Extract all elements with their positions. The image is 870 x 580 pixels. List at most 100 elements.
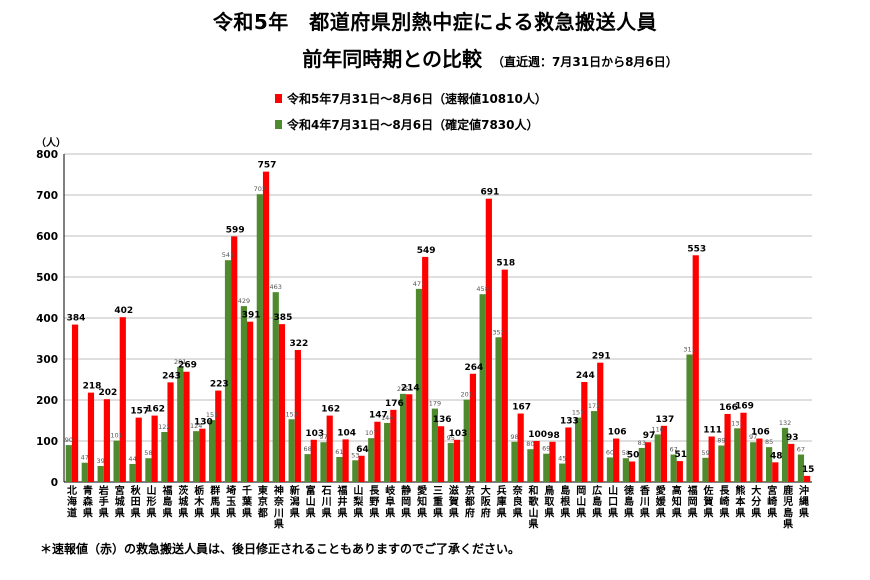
bar-current-31: [565, 427, 572, 482]
value-label-current: 162: [146, 405, 165, 415]
x-tick-label: 秋田県: [131, 484, 142, 519]
value-label-previous: 83: [638, 439, 646, 447]
bar-previous-6: [161, 431, 168, 482]
value-label-previous: 58: [144, 449, 152, 457]
bar-current-18: [358, 455, 365, 482]
bar-current-28: [517, 413, 524, 482]
x-tick-label: 山口県: [608, 484, 618, 519]
x-tick-label: 長崎県: [719, 485, 730, 519]
value-label-current: 136: [433, 415, 452, 425]
bar-previous-29: [527, 449, 534, 482]
bar-current-32: [581, 381, 588, 482]
bar-previous-25: [463, 399, 470, 482]
bar-previous-41: [718, 445, 725, 482]
value-label-current: 137: [656, 415, 675, 425]
value-label-current: 244: [576, 371, 595, 381]
value-label-previous: 80: [526, 440, 534, 448]
bar-current-37: [660, 425, 668, 482]
bar-previous-16: [320, 442, 327, 482]
value-label-previous: 90: [65, 436, 73, 444]
x-tick-label: 広島県: [592, 484, 602, 519]
bar-current-45: [788, 443, 795, 482]
value-label-previous: 471: [413, 280, 425, 288]
bar-current-4: [135, 417, 142, 482]
bar-previous-12: [256, 194, 263, 482]
bar-previous-20: [384, 422, 391, 482]
value-label-current: 167: [512, 403, 531, 413]
value-label-current: 269: [178, 361, 197, 371]
x-tick-label: 香川県: [639, 484, 650, 519]
bar-previous-15: [304, 454, 311, 482]
x-tick-label: 石川県: [321, 485, 332, 519]
x-tick-label: 奈良県: [512, 484, 524, 519]
bar-previous-0: [65, 445, 72, 482]
value-label-previous: 97: [749, 433, 757, 441]
x-tick-label: 岐阜県: [385, 484, 395, 519]
value-label-previous: 153: [285, 410, 297, 418]
y-tick-label: 300: [36, 354, 58, 366]
x-tick-label: 高知県: [671, 484, 682, 519]
value-label-previous: 68: [303, 445, 311, 453]
value-label-current: 384: [67, 314, 86, 324]
bar-current-30: [549, 441, 556, 482]
value-label-current: 518: [496, 259, 515, 269]
bar-current-15: [310, 439, 317, 482]
value-label-previous: 58: [622, 449, 630, 457]
x-tick-label: 東京都: [257, 484, 268, 519]
value-label-current: 103: [449, 429, 468, 439]
value-label-previous: 101: [110, 432, 122, 440]
bar-current-9: [215, 390, 222, 482]
bar-current-19: [374, 421, 381, 482]
bar-current-43: [756, 438, 763, 482]
value-label-previous: 131: [731, 419, 743, 427]
value-label-previous: 107: [365, 429, 377, 437]
value-label-previous: 132: [779, 419, 791, 427]
bar-current-22: [422, 256, 429, 482]
bar-previous-39: [686, 354, 693, 482]
bar-previous-46: [797, 454, 805, 482]
value-label-previous: 201: [461, 391, 473, 399]
x-tick-label: 岩手県: [98, 484, 109, 519]
value-label-previous: 97: [319, 433, 327, 441]
legend: 令和5年7月31日～8月6日（速報値10810人） 令和4年7月31日～8月6日（…: [275, 91, 547, 132]
y-tick-label: 400: [36, 313, 58, 325]
bar-current-17: [342, 439, 349, 482]
bar-previous-7: [177, 366, 184, 482]
value-label-previous: 179: [429, 400, 441, 408]
x-tick-label: 島根県: [560, 484, 570, 519]
value-label-current: 169: [735, 402, 754, 412]
value-label-current: 48: [770, 451, 783, 461]
bar-previous-2: [97, 466, 104, 482]
x-tick-label: 栃木県: [193, 484, 205, 519]
bar-previous-27: [495, 337, 502, 482]
value-label-current: 599: [226, 225, 245, 235]
value-label-current: 553: [687, 244, 706, 254]
bar-current-1: [87, 392, 95, 482]
value-label-current: 218: [83, 382, 102, 392]
x-axis: 北海道青森県岩手県宮城県秋田県山形県福島県茨城県栃木県群馬県埼玉県千葉県東京都神…: [67, 484, 809, 531]
bar-previous-1: [81, 462, 88, 482]
bar-current-11: [247, 321, 254, 482]
bar-current-42: [740, 412, 747, 482]
bar-previous-9: [208, 420, 216, 482]
subtitle-main: 前年同時期との比較: [302, 47, 483, 71]
value-label-current: 50: [627, 451, 640, 461]
bar-previous-17: [336, 456, 343, 482]
value-label-previous: 353: [492, 328, 504, 336]
value-label-current: 106: [751, 428, 770, 438]
bar-previous-3: [113, 440, 120, 482]
value-label-current: 147: [369, 411, 388, 421]
legend-label-1: 令和4年7月31日～8月6日（確定値7830人）: [286, 117, 539, 132]
value-label-current: 176: [385, 399, 404, 409]
x-tick-label: 徳島県: [623, 484, 634, 519]
value-label-previous: 67: [797, 446, 805, 454]
value-label-previous: 89: [717, 437, 725, 445]
value-label-previous: 85: [765, 438, 773, 446]
x-tick-label: 千葉県: [241, 484, 253, 519]
legend-swatch-1: [275, 120, 282, 129]
value-label-previous: 281: [174, 358, 186, 366]
value-label-current: 166: [719, 403, 738, 413]
x-tick-label: 新潟県: [290, 484, 300, 519]
bar-previous-26: [479, 294, 486, 482]
